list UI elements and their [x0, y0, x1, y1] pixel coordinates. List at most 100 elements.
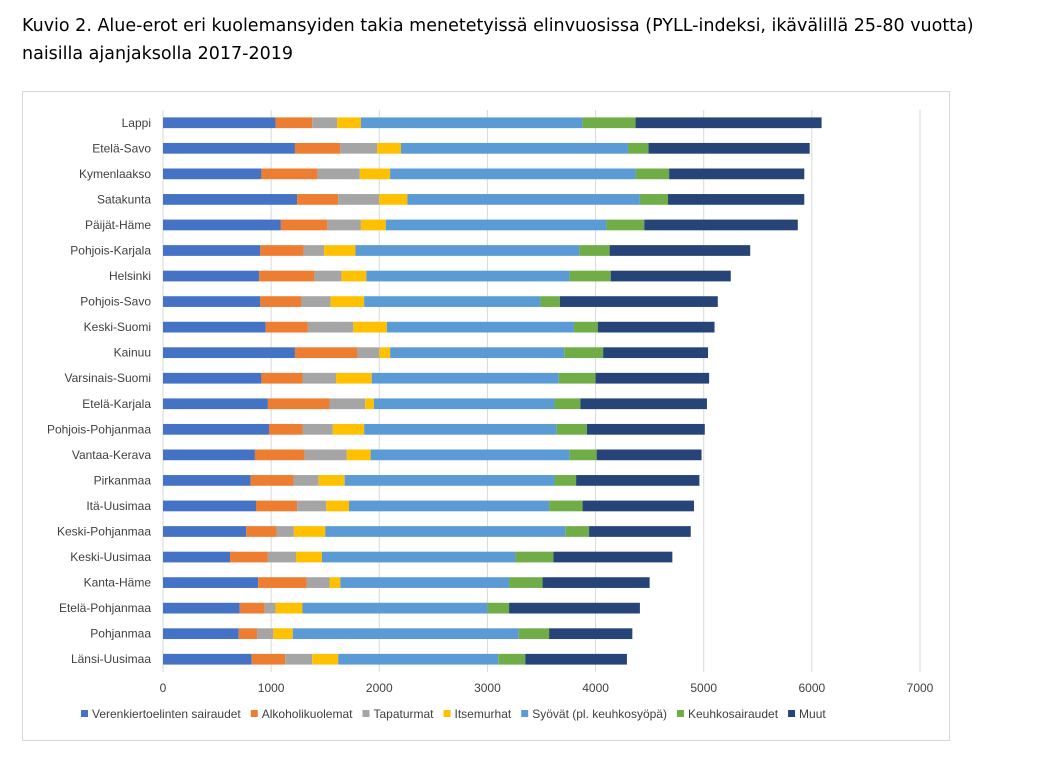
bar-segment — [163, 270, 260, 282]
bar-segment — [338, 194, 380, 205]
bar-segment — [340, 577, 510, 588]
x-tick-label: 5000 — [690, 681, 717, 695]
bar-segment — [312, 117, 338, 129]
category-label: Etelä-Karjala — [82, 397, 151, 411]
legend-swatch — [362, 710, 370, 717]
bar-segment — [163, 475, 251, 486]
bar-segment — [293, 475, 319, 486]
category-label: Kymenlaakso — [79, 167, 151, 181]
bar-segment — [327, 219, 361, 231]
bar-segment — [353, 321, 387, 333]
bar-segment — [285, 653, 313, 665]
bar-segment — [250, 475, 294, 486]
bar-segment — [312, 653, 339, 665]
bar-segment — [340, 142, 378, 154]
category-label: Etelä-Pohjanmaa — [59, 601, 151, 615]
bar-segment — [596, 449, 702, 461]
category-label: Keski-Uusimaa — [70, 550, 151, 564]
bar-segment — [307, 321, 354, 333]
bar-segment — [669, 168, 805, 180]
bar-segment — [487, 602, 510, 614]
bar-segment — [332, 423, 365, 435]
bar-segment — [256, 500, 298, 512]
bar-segment — [549, 500, 583, 512]
bar-segment — [390, 168, 636, 180]
bar-segment — [338, 653, 499, 665]
category-label: Kanta-Häme — [84, 576, 152, 590]
bar-segment — [360, 219, 386, 231]
category-label: Päijät-Häme — [85, 218, 151, 232]
bar-segment — [239, 602, 265, 614]
legend-swatch — [788, 710, 796, 717]
bar-segment — [582, 117, 636, 129]
legend-swatch — [521, 710, 529, 717]
bar-segment — [294, 347, 358, 359]
bar-segment — [635, 168, 670, 180]
bar-segment — [317, 168, 360, 180]
category-label: Lappi — [122, 116, 151, 130]
x-tick-label: 6000 — [799, 681, 826, 695]
bar-segment — [254, 449, 305, 461]
category-label: Pohjois-Savo — [80, 295, 151, 309]
bar-segment — [163, 117, 276, 129]
bar-segment — [390, 347, 565, 359]
bar-segment — [329, 398, 366, 410]
bar-segment — [326, 500, 350, 512]
bar-segment — [525, 653, 627, 665]
x-tick-label: 3000 — [474, 681, 501, 695]
bar-segment — [606, 219, 645, 231]
category-label: Vantaa-Kerava — [72, 448, 151, 462]
bar-segment — [359, 168, 391, 180]
bar-segment — [246, 526, 277, 537]
bar-segment — [163, 321, 266, 333]
bar-segment — [515, 551, 554, 563]
bar-segment — [265, 321, 308, 333]
bar-segment — [163, 449, 255, 461]
bar-segment — [366, 270, 570, 282]
bar-segment — [509, 577, 543, 588]
bar-segment — [292, 628, 519, 640]
bar-segment — [556, 423, 587, 435]
bar-segment — [318, 475, 345, 486]
bar-segment — [579, 245, 610, 256]
bar-segment — [349, 500, 550, 512]
bar-segment — [603, 347, 709, 359]
chart-title: Kuvio 2. Alue-erot eri kuolemansyiden ta… — [22, 16, 974, 64]
category-labels: Lappi Etelä-Savo Kymenlaakso Satakunta Päijä… — [47, 116, 151, 666]
bar-segment — [346, 449, 371, 461]
x-tick-label: 7000 — [907, 681, 934, 695]
bar-segment — [314, 270, 342, 282]
bar-segment — [163, 219, 281, 231]
x-tick-label: 1000 — [258, 681, 285, 695]
bar-segment — [163, 423, 269, 435]
bar-segment — [582, 500, 694, 512]
bar-segment — [163, 194, 298, 205]
bar-segment — [163, 347, 295, 359]
bar-segment — [648, 142, 810, 154]
bar-segment — [264, 602, 276, 614]
bar-segment — [628, 142, 649, 154]
bar-segment — [635, 117, 822, 129]
bar-segment — [569, 270, 611, 282]
bar-segment — [296, 551, 322, 563]
bar-segment — [336, 372, 372, 384]
bar-segment — [386, 321, 574, 333]
bar-segment — [330, 296, 365, 307]
legend-label: Verenkiertoelinten sairaudet — [92, 707, 241, 721]
bar-segment — [303, 245, 325, 256]
bar-segment — [580, 398, 707, 410]
bar-segment — [564, 347, 604, 359]
bar-segment — [163, 372, 262, 384]
bar-segment — [163, 142, 295, 154]
legend-label: Keuhkosairaudet — [688, 707, 779, 721]
bar-segment — [385, 219, 607, 231]
bar-segment — [377, 142, 401, 154]
bar-segment — [553, 551, 673, 563]
category-label: Varsinais-Suomi — [65, 371, 151, 385]
bar-segment — [518, 628, 550, 640]
bar-segment — [257, 628, 274, 640]
bar-segment — [498, 653, 526, 665]
bar-segment — [540, 296, 560, 307]
bar-segment — [260, 245, 304, 256]
bar-segment — [364, 423, 557, 435]
